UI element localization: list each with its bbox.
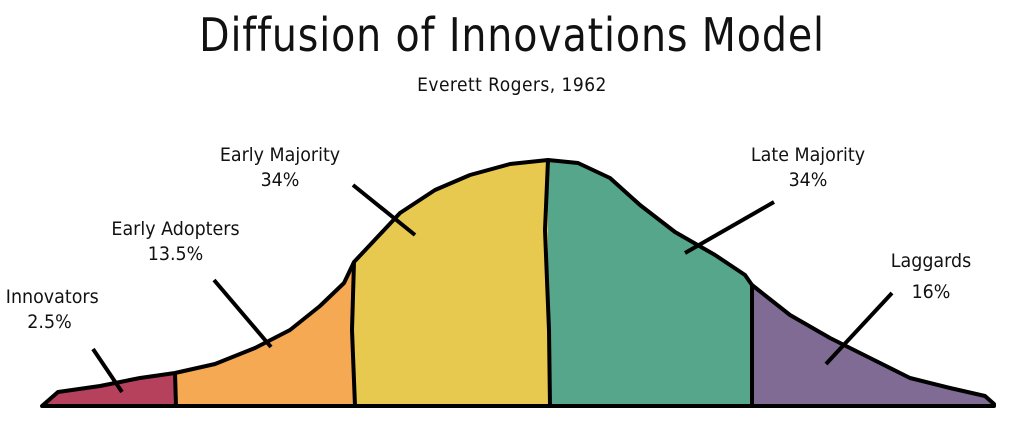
segment-name: Late Majority — [750, 144, 866, 166]
leader-line-late-majority — [684, 200, 775, 255]
segment-late-majority — [548, 160, 752, 406]
diagram-title: Diffusion of Innovations Model — [199, 8, 825, 62]
segment-early-adopters — [175, 262, 354, 406]
segment-percent: 16% — [911, 281, 951, 303]
segment-early-majority — [354, 160, 548, 406]
leader-line-innovators — [91, 347, 124, 394]
segment-name: Early Majority — [219, 144, 341, 166]
divider-line — [542, 159, 552, 407]
segment-name: Early Adopters — [111, 218, 240, 240]
diagram-subtitle: Everett Rogers, 1962 — [417, 74, 607, 96]
segment-percent: 13.5% — [147, 243, 204, 265]
leader-line-early-adopters — [212, 278, 273, 349]
divider-line — [173, 372, 178, 407]
segment-laggards — [752, 285, 994, 406]
segment-percent: 34% — [788, 169, 828, 191]
segment-name: Innovators — [5, 286, 99, 308]
segment-percent: 34% — [260, 169, 300, 191]
label-early-adopters: Early Adopters 13.5% — [95, 217, 256, 267]
label-late-majority: Late Majority 34% — [734, 143, 881, 193]
divider-line — [349, 261, 357, 407]
leader-line-laggards — [824, 291, 894, 366]
label-innovators: Innovators 2.5% — [5, 285, 99, 335]
leader-line-early-majority — [351, 183, 417, 237]
segment-percent: 2.5% — [27, 311, 72, 333]
label-laggards: Laggards 16% — [880, 249, 981, 305]
segment-innovators — [42, 373, 175, 406]
label-early-majority: Early Majority 34% — [206, 143, 353, 193]
segment-name: Laggards — [890, 250, 972, 272]
